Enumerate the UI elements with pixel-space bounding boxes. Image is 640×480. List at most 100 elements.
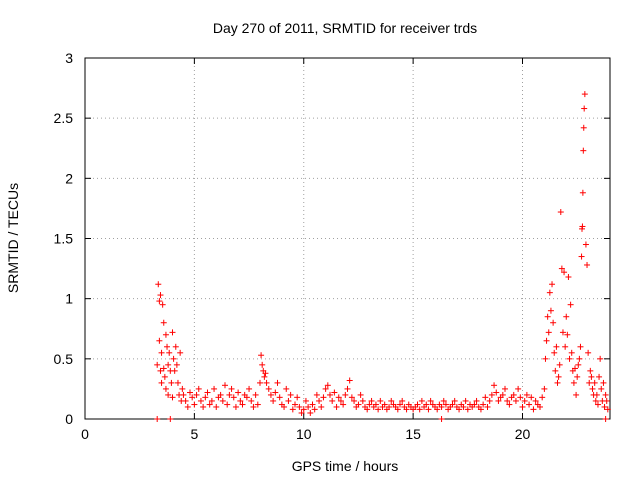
y-tick-label: 0.5 [54,351,74,367]
data-point [296,403,303,410]
data-point [442,401,449,408]
data-point [594,401,601,408]
data-point [482,394,489,401]
data-point [549,281,556,288]
data-point [329,397,336,404]
data-point [575,361,582,368]
data-point [418,397,425,404]
data-point [254,401,261,408]
data-point [265,385,272,392]
data-point [167,416,174,422]
data-point [556,361,563,368]
data-point [580,147,587,154]
data-point [174,379,181,386]
data-point [592,397,599,404]
x-tick-label: 15 [405,426,421,442]
data-point [602,391,609,398]
x-tick-label: 20 [515,426,531,442]
data-point [416,406,423,413]
data-point [169,329,176,336]
data-point [211,385,218,392]
data-point [541,385,548,392]
data-point [565,274,572,281]
data-point [388,397,395,404]
data-point [274,379,281,386]
data-point [576,355,583,362]
data-point [568,349,575,356]
data-point [544,313,551,320]
y-tick-label: 0 [65,411,73,427]
data-point [182,397,189,404]
data-point [566,355,573,362]
data-point [480,401,487,408]
data-point [491,382,498,389]
x-tick-label: 5 [190,426,198,442]
data-point [377,397,384,404]
data-point [287,391,294,398]
data-point [394,406,401,413]
data-point [547,307,554,314]
data-point [588,373,595,380]
data-point [262,370,269,377]
y-tick-label: 2.5 [54,110,74,126]
data-point [224,401,231,408]
data-point [582,241,589,248]
grid-lines [85,58,610,419]
data-point [154,416,161,422]
data-point [206,401,213,408]
data-point [545,329,552,336]
data-point [359,397,366,404]
data-point [460,403,467,410]
data-point [399,397,406,404]
data-point [600,379,607,386]
data-point [257,379,263,386]
data-point [519,403,526,410]
data-point [587,367,594,374]
data-point [572,365,578,372]
data-point [320,394,327,401]
data-point [427,397,434,404]
data-point [473,397,480,404]
data-point [440,397,447,404]
data-point [552,367,559,374]
y-axis-label: SRMTID / TECUs [5,183,21,293]
data-point [348,394,355,401]
data-point [351,397,358,404]
data-point [155,281,162,288]
data-point [173,361,180,368]
data-point [230,394,237,401]
data-point [228,385,235,392]
data-point [554,379,561,386]
data-point [213,403,220,410]
x-axis-label: GPS time / hours [292,458,399,474]
data-point [512,397,519,404]
data-point [331,389,338,396]
y-tick-label: 2 [65,170,73,186]
data-point [593,391,600,398]
data-point [364,406,371,413]
data-point [193,391,200,398]
plot-area-frame [84,57,611,420]
data-points [154,91,611,422]
data-point [158,349,165,356]
data-point [170,355,177,362]
data-point [309,401,316,408]
data-point [539,394,546,401]
data-point [252,391,259,398]
data-point [526,401,533,408]
data-point [180,391,187,398]
data-point [570,379,577,386]
data-point [289,406,296,413]
data-point [166,349,173,356]
data-point [237,397,244,404]
axis-ticks: 0 5 10 15 20 0 0.5 1 1.5 2 2.5 3 [54,50,610,442]
data-point [327,391,333,398]
data-point [248,397,255,404]
data-point [292,401,298,408]
data-point [239,401,246,408]
data-point [346,377,353,384]
data-point [305,403,312,410]
data-point [532,397,539,404]
data-point [337,397,344,404]
data-point [187,389,193,396]
